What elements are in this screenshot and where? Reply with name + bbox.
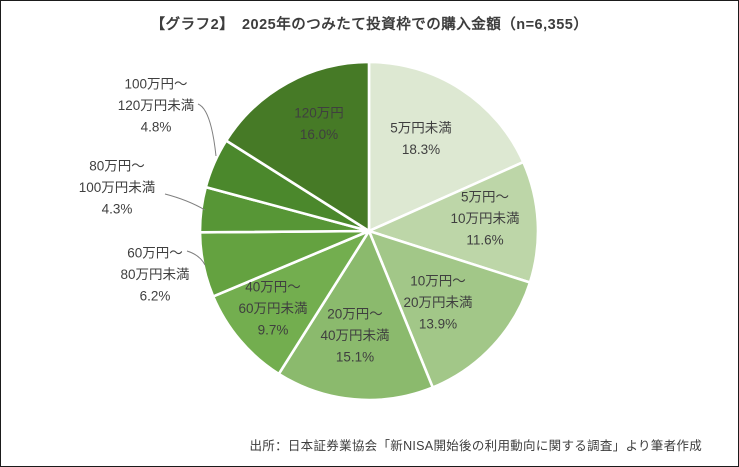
pie-slice-9 — [224, 60, 371, 233]
pie-slice-3 — [367, 229, 532, 389]
slice-label-3: 10万円～ 20万円未満 13.9% — [403, 274, 472, 332]
pie-slice-2 — [367, 160, 540, 284]
outside-label-7: 80万円～ 100万円未満 4.3% — [79, 159, 156, 217]
slice-label-1: 5万円未満 18.3% — [390, 121, 452, 158]
pie-slice-5 — [211, 229, 371, 376]
leader-line-6 — [186, 250, 206, 266]
leader-line-8 — [197, 103, 217, 157]
chart-title: 【グラフ2】 2025年のつみたて投資枠での購入金額（n=6,355） — [150, 17, 589, 33]
pie-slice-4 — [277, 229, 435, 402]
pie-slice-1 — [367, 60, 525, 233]
outside-label-8: 100万円～ 120万円未満 4.8% — [118, 77, 195, 135]
slice-label-5: 40万円～ 60万円未満 9.7% — [238, 280, 307, 338]
slice-label-2: 5万円～ 10万円未満 11.6% — [450, 190, 519, 248]
slice-label-4: 20万円～ 40万円未満 15.1% — [320, 307, 389, 365]
outside-label-6: 60万円～ 80万円未満 6.2% — [120, 246, 189, 304]
slice-label-9: 120万円 16.0% — [294, 106, 344, 143]
source-note: 出所：日本証券業協会「新NISA開始後の利用動向に関する調査」より筆者作成 — [249, 439, 702, 453]
leader-line-7 — [164, 193, 206, 211]
